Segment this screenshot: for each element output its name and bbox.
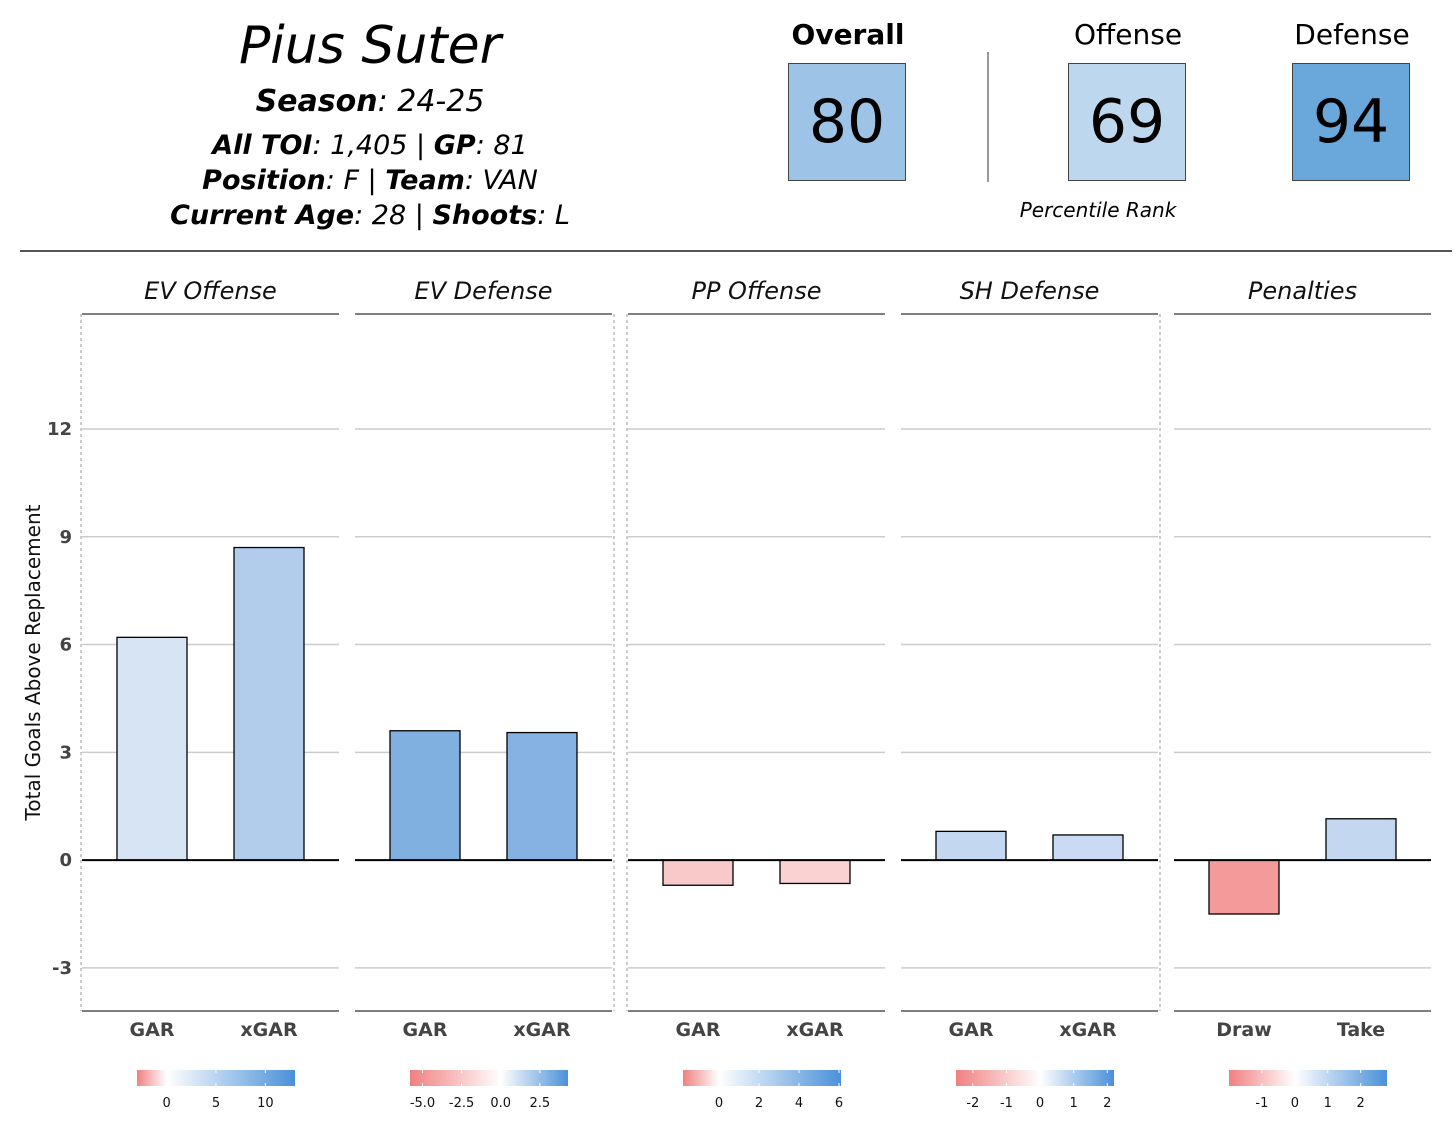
season-value: : 24-25: [377, 84, 485, 119]
toi-value: : 1,405 |: [312, 130, 434, 161]
shoots-value: : L: [537, 200, 570, 231]
player-name: Pius Suter: [238, 16, 502, 76]
toi-label: All TOI: [212, 130, 313, 161]
legend-tick-label: 0.0: [490, 1096, 511, 1111]
overall-label: Overall: [791, 18, 905, 51]
x-category-label: GAR: [676, 1019, 721, 1041]
facet-title: SH Defense: [960, 277, 1100, 305]
legend-tick-label: 1: [1324, 1096, 1332, 1111]
age-shoots-line: Current Age: 28 | Shoots: L: [0, 200, 740, 231]
legend-tick-label: -2: [966, 1096, 979, 1111]
x-category-label: GAR: [403, 1019, 448, 1041]
facet-title: EV Offense: [144, 277, 277, 305]
overall-score-box: 80: [788, 63, 906, 181]
header-divider: [20, 250, 1452, 252]
x-category-label: GAR: [130, 1019, 175, 1041]
bar-take: [1325, 818, 1397, 861]
bar-xgar: [233, 546, 305, 861]
legend-tick-label: 2: [755, 1096, 763, 1111]
toi-gp-line: All TOI: 1,405 | GP: 81: [0, 130, 740, 161]
shoots-label: Shoots: [432, 200, 538, 231]
position-value: : F |: [325, 165, 386, 196]
legend-gradient-bar: [956, 1070, 1114, 1086]
age-label: Current Age: [170, 200, 355, 231]
x-category-label: xGAR: [1059, 1019, 1117, 1041]
legend-tick-label: 0: [715, 1096, 723, 1111]
defense-label: Defense: [1294, 18, 1410, 51]
season-line: Season: 24-25: [0, 84, 740, 119]
legend-tick-label: -1: [1255, 1096, 1268, 1111]
y-tick-label: -3: [52, 958, 72, 979]
legend-tick-label: 0: [162, 1096, 170, 1111]
legend-tick-label: 2: [1357, 1096, 1365, 1111]
score-divider: [987, 52, 989, 182]
y-tick-label: 0: [59, 850, 72, 871]
y-tick-label: 9: [59, 527, 72, 548]
bar-gar: [662, 859, 734, 886]
legend-tick-label: -5.0: [410, 1096, 435, 1111]
x-category-label: xGAR: [513, 1019, 571, 1041]
defense-score-box: 94: [1292, 63, 1410, 181]
legend-tick-label: 0: [1036, 1096, 1044, 1111]
y-tick-label: 6: [59, 635, 72, 656]
x-category-label: Take: [1337, 1019, 1385, 1041]
facet-title: PP Offense: [691, 277, 821, 305]
legend-tick-label: 2: [1103, 1096, 1111, 1111]
legend-gradient-bar: [683, 1070, 841, 1086]
x-category-label: xGAR: [240, 1019, 298, 1041]
position-team-line: Position: F | Team: VAN: [0, 165, 740, 196]
bar-gar: [116, 636, 188, 861]
legend-tick-label: 1: [1070, 1096, 1078, 1111]
x-category-label: Draw: [1216, 1019, 1272, 1041]
bar-gar: [935, 830, 1007, 861]
bar-xgar: [779, 859, 851, 885]
player-header: Pius Suter Season: 24-25 All TOI: 1,405 …: [0, 0, 1456, 250]
bar-gar: [389, 730, 461, 861]
legend-gradient-bar: [137, 1070, 295, 1086]
legend-tick-label: 10: [257, 1096, 274, 1111]
percentile-rank-caption: Percentile Rank: [1019, 198, 1177, 222]
y-tick-label: 3: [59, 742, 72, 763]
facet-title: Penalties: [1248, 277, 1357, 305]
facet-title: EV Defense: [414, 277, 552, 305]
age-value: : 28 |: [354, 200, 433, 231]
legend-tick-label: -1: [1000, 1096, 1013, 1111]
position-label: Position: [202, 165, 326, 196]
legend-tick-label: -2.5: [449, 1096, 474, 1111]
season-label: Season: [255, 84, 378, 119]
x-category-label: xGAR: [786, 1019, 844, 1041]
gp-label: GP: [433, 130, 476, 161]
bar-draw: [1208, 859, 1280, 915]
team-label: Team: [385, 165, 465, 196]
bar-xgar: [506, 731, 578, 861]
y-tick-label: 12: [47, 419, 72, 440]
legend-tick-label: 4: [795, 1096, 803, 1111]
legend-tick-label: 6: [835, 1096, 843, 1111]
gp-value: : 81: [475, 130, 528, 161]
legend-tick-label: 2.5: [529, 1096, 550, 1111]
legend-gradient-bar: [1229, 1070, 1387, 1086]
legend-tick-label: 0: [1291, 1096, 1299, 1111]
legend-gradient-bar: [410, 1070, 568, 1086]
y-axis-label: Total Goals Above Replacement: [21, 504, 45, 821]
x-category-label: GAR: [949, 1019, 994, 1041]
bar-xgar: [1052, 834, 1124, 861]
offense-label: Offense: [1073, 18, 1183, 51]
legend-tick-label: 5: [212, 1096, 220, 1111]
offense-score-box: 69: [1068, 63, 1186, 181]
team-value: : VAN: [464, 165, 538, 196]
